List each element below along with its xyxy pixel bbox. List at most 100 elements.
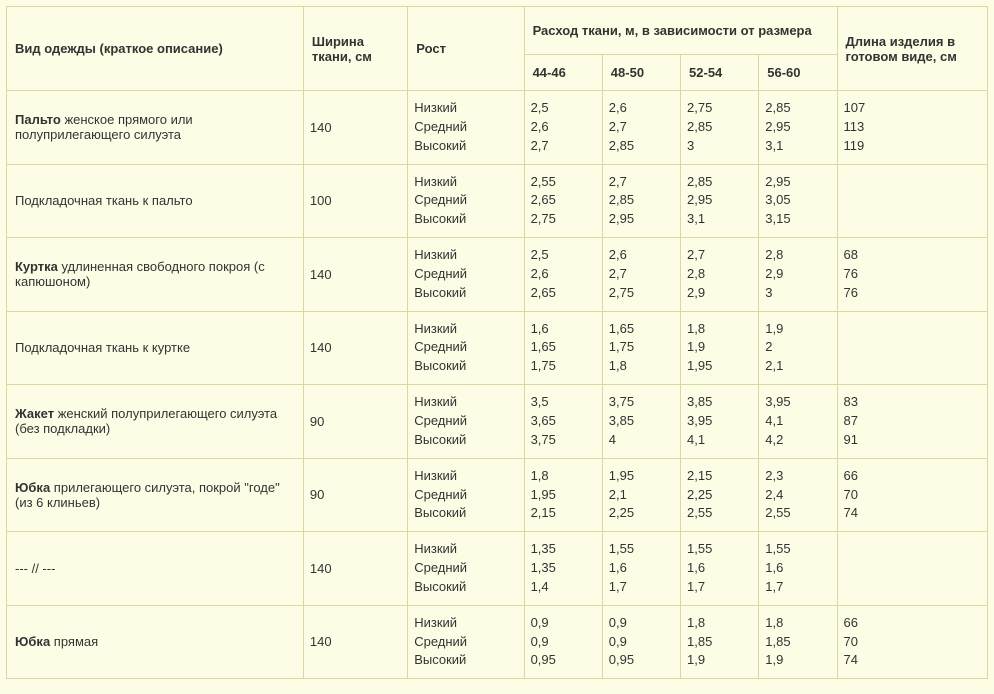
fabric-amount: 1,75 (531, 357, 596, 376)
height-value: Низкий (414, 173, 517, 192)
length-value (844, 191, 982, 210)
height-value: Средний (414, 265, 517, 284)
clothing-name-rest: прилегающего силуэта, покрой "годе" (из … (15, 480, 280, 510)
fabric-width: 140 (303, 532, 407, 606)
fabric-amount-col: 2,52,62,65 (524, 238, 602, 312)
clothing-description: --- // --- (7, 532, 304, 606)
fabric-amount-col: 2,52,62,7 (524, 91, 602, 165)
fabric-amount-col: 2,852,953,1 (759, 91, 837, 165)
fabric-amount-col: 1,551,61,7 (602, 532, 680, 606)
header-rost: Рост (408, 7, 524, 91)
fabric-amount: 2,55 (687, 504, 752, 523)
fabric-amount: 2,95 (765, 173, 830, 192)
height-value: Высокий (414, 210, 517, 229)
fabric-amount: 2,95 (609, 210, 674, 229)
fabric-amount: 1,8 (687, 614, 752, 633)
clothing-description: Подкладочная ткань к куртке (7, 311, 304, 385)
clothing-description: Жакет женский полуприлегающего силуэта (… (7, 385, 304, 459)
fabric-amount: 2,5 (531, 99, 596, 118)
fabric-amount: 3,95 (687, 412, 752, 431)
fabric-amount: 0,9 (531, 633, 596, 652)
fabric-amount-col: 1,351,351,4 (524, 532, 602, 606)
product-length: 107113119 (837, 91, 988, 165)
fabric-amount: 3,05 (765, 191, 830, 210)
fabric-amount-col: 1,81,952,15 (524, 458, 602, 532)
table-row: Жакет женский полуприлегающего силуэта (… (7, 385, 988, 459)
fabric-amount: 1,55 (687, 540, 752, 559)
height-value: Средний (414, 338, 517, 357)
fabric-amount: 3,95 (765, 393, 830, 412)
fabric-amount: 2,7 (687, 246, 752, 265)
height-value: Низкий (414, 99, 517, 118)
fabric-width: 90 (303, 458, 407, 532)
fabric-amount: 3,65 (531, 412, 596, 431)
product-length (837, 532, 988, 606)
fabric-amount: 2,4 (765, 486, 830, 505)
clothing-description: Юбка прилегающего силуэта, покрой "годе"… (7, 458, 304, 532)
height-list: НизкийСреднийВысокий (408, 532, 524, 606)
fabric-width: 140 (303, 91, 407, 165)
length-value (844, 210, 982, 229)
height-value: Низкий (414, 540, 517, 559)
clothing-description: Юбка прямая (7, 605, 304, 679)
fabric-amount: 2,85 (609, 191, 674, 210)
height-value: Средний (414, 559, 517, 578)
fabric-amount-col: 0,90,90,95 (602, 605, 680, 679)
fabric-amount: 4 (609, 431, 674, 450)
fabric-amount: 0,9 (609, 633, 674, 652)
length-value: 119 (844, 137, 982, 156)
height-list: НизкийСреднийВысокий (408, 458, 524, 532)
fabric-amount: 1,55 (609, 540, 674, 559)
fabric-amount: 1,6 (531, 320, 596, 339)
height-value: Высокий (414, 284, 517, 303)
fabric-amount: 2,75 (687, 99, 752, 118)
fabric-amount: 1,85 (765, 633, 830, 652)
fabric-amount: 2,25 (687, 486, 752, 505)
fabric-amount: 2,3 (765, 467, 830, 486)
fabric-amount-col: 2,552,652,75 (524, 164, 602, 238)
clothing-name-bold: Куртка (15, 259, 58, 274)
fabric-amount: 2,85 (765, 99, 830, 118)
product-length: 667074 (837, 605, 988, 679)
fabric-amount-col: 2,62,72,75 (602, 238, 680, 312)
header-length: Длина изделия в готовом виде, см (837, 7, 988, 91)
fabric-amount-col: 1,651,751,8 (602, 311, 680, 385)
fabric-amount-col: 1,952,12,25 (602, 458, 680, 532)
height-list: НизкийСреднийВысокий (408, 605, 524, 679)
fabric-width: 100 (303, 164, 407, 238)
fabric-amount: 1,9 (765, 651, 830, 670)
clothing-name-bold: Юбка (15, 634, 50, 649)
table-row: Юбка прилегающего силуэта, покрой "годе"… (7, 458, 988, 532)
length-value (844, 173, 982, 192)
height-value: Средний (414, 191, 517, 210)
fabric-amount: 1,55 (765, 540, 830, 559)
fabric-consumption-table: Вид одежды (краткое описание) Ширина тка… (6, 6, 988, 679)
length-value: 83 (844, 393, 982, 412)
fabric-amount: 2,25 (609, 504, 674, 523)
fabric-amount-col: 2,72,852,95 (602, 164, 680, 238)
clothing-name-rest: прямая (50, 634, 98, 649)
fabric-amount: 3,1 (765, 137, 830, 156)
length-value (844, 320, 982, 339)
fabric-amount: 3,85 (609, 412, 674, 431)
header-size-2: 52-54 (681, 55, 759, 91)
table-row: Куртка удлиненная свободного покроя (с к… (7, 238, 988, 312)
fabric-amount: 0,95 (609, 651, 674, 670)
height-value: Высокий (414, 651, 517, 670)
fabric-width: 90 (303, 385, 407, 459)
height-value: Средний (414, 633, 517, 652)
fabric-amount: 2,85 (687, 118, 752, 137)
fabric-amount: 3,15 (765, 210, 830, 229)
fabric-amount: 2,7 (609, 265, 674, 284)
length-value (844, 338, 982, 357)
height-list: НизкийСреднийВысокий (408, 311, 524, 385)
fabric-amount: 1,7 (765, 578, 830, 597)
height-value: Средний (414, 486, 517, 505)
fabric-amount: 2,7 (609, 118, 674, 137)
height-list: НизкийСреднийВысокий (408, 385, 524, 459)
length-value: 74 (844, 504, 982, 523)
fabric-amount: 0,9 (609, 614, 674, 633)
fabric-amount: 1,65 (609, 320, 674, 339)
product-length (837, 311, 988, 385)
fabric-amount: 1,4 (531, 578, 596, 597)
